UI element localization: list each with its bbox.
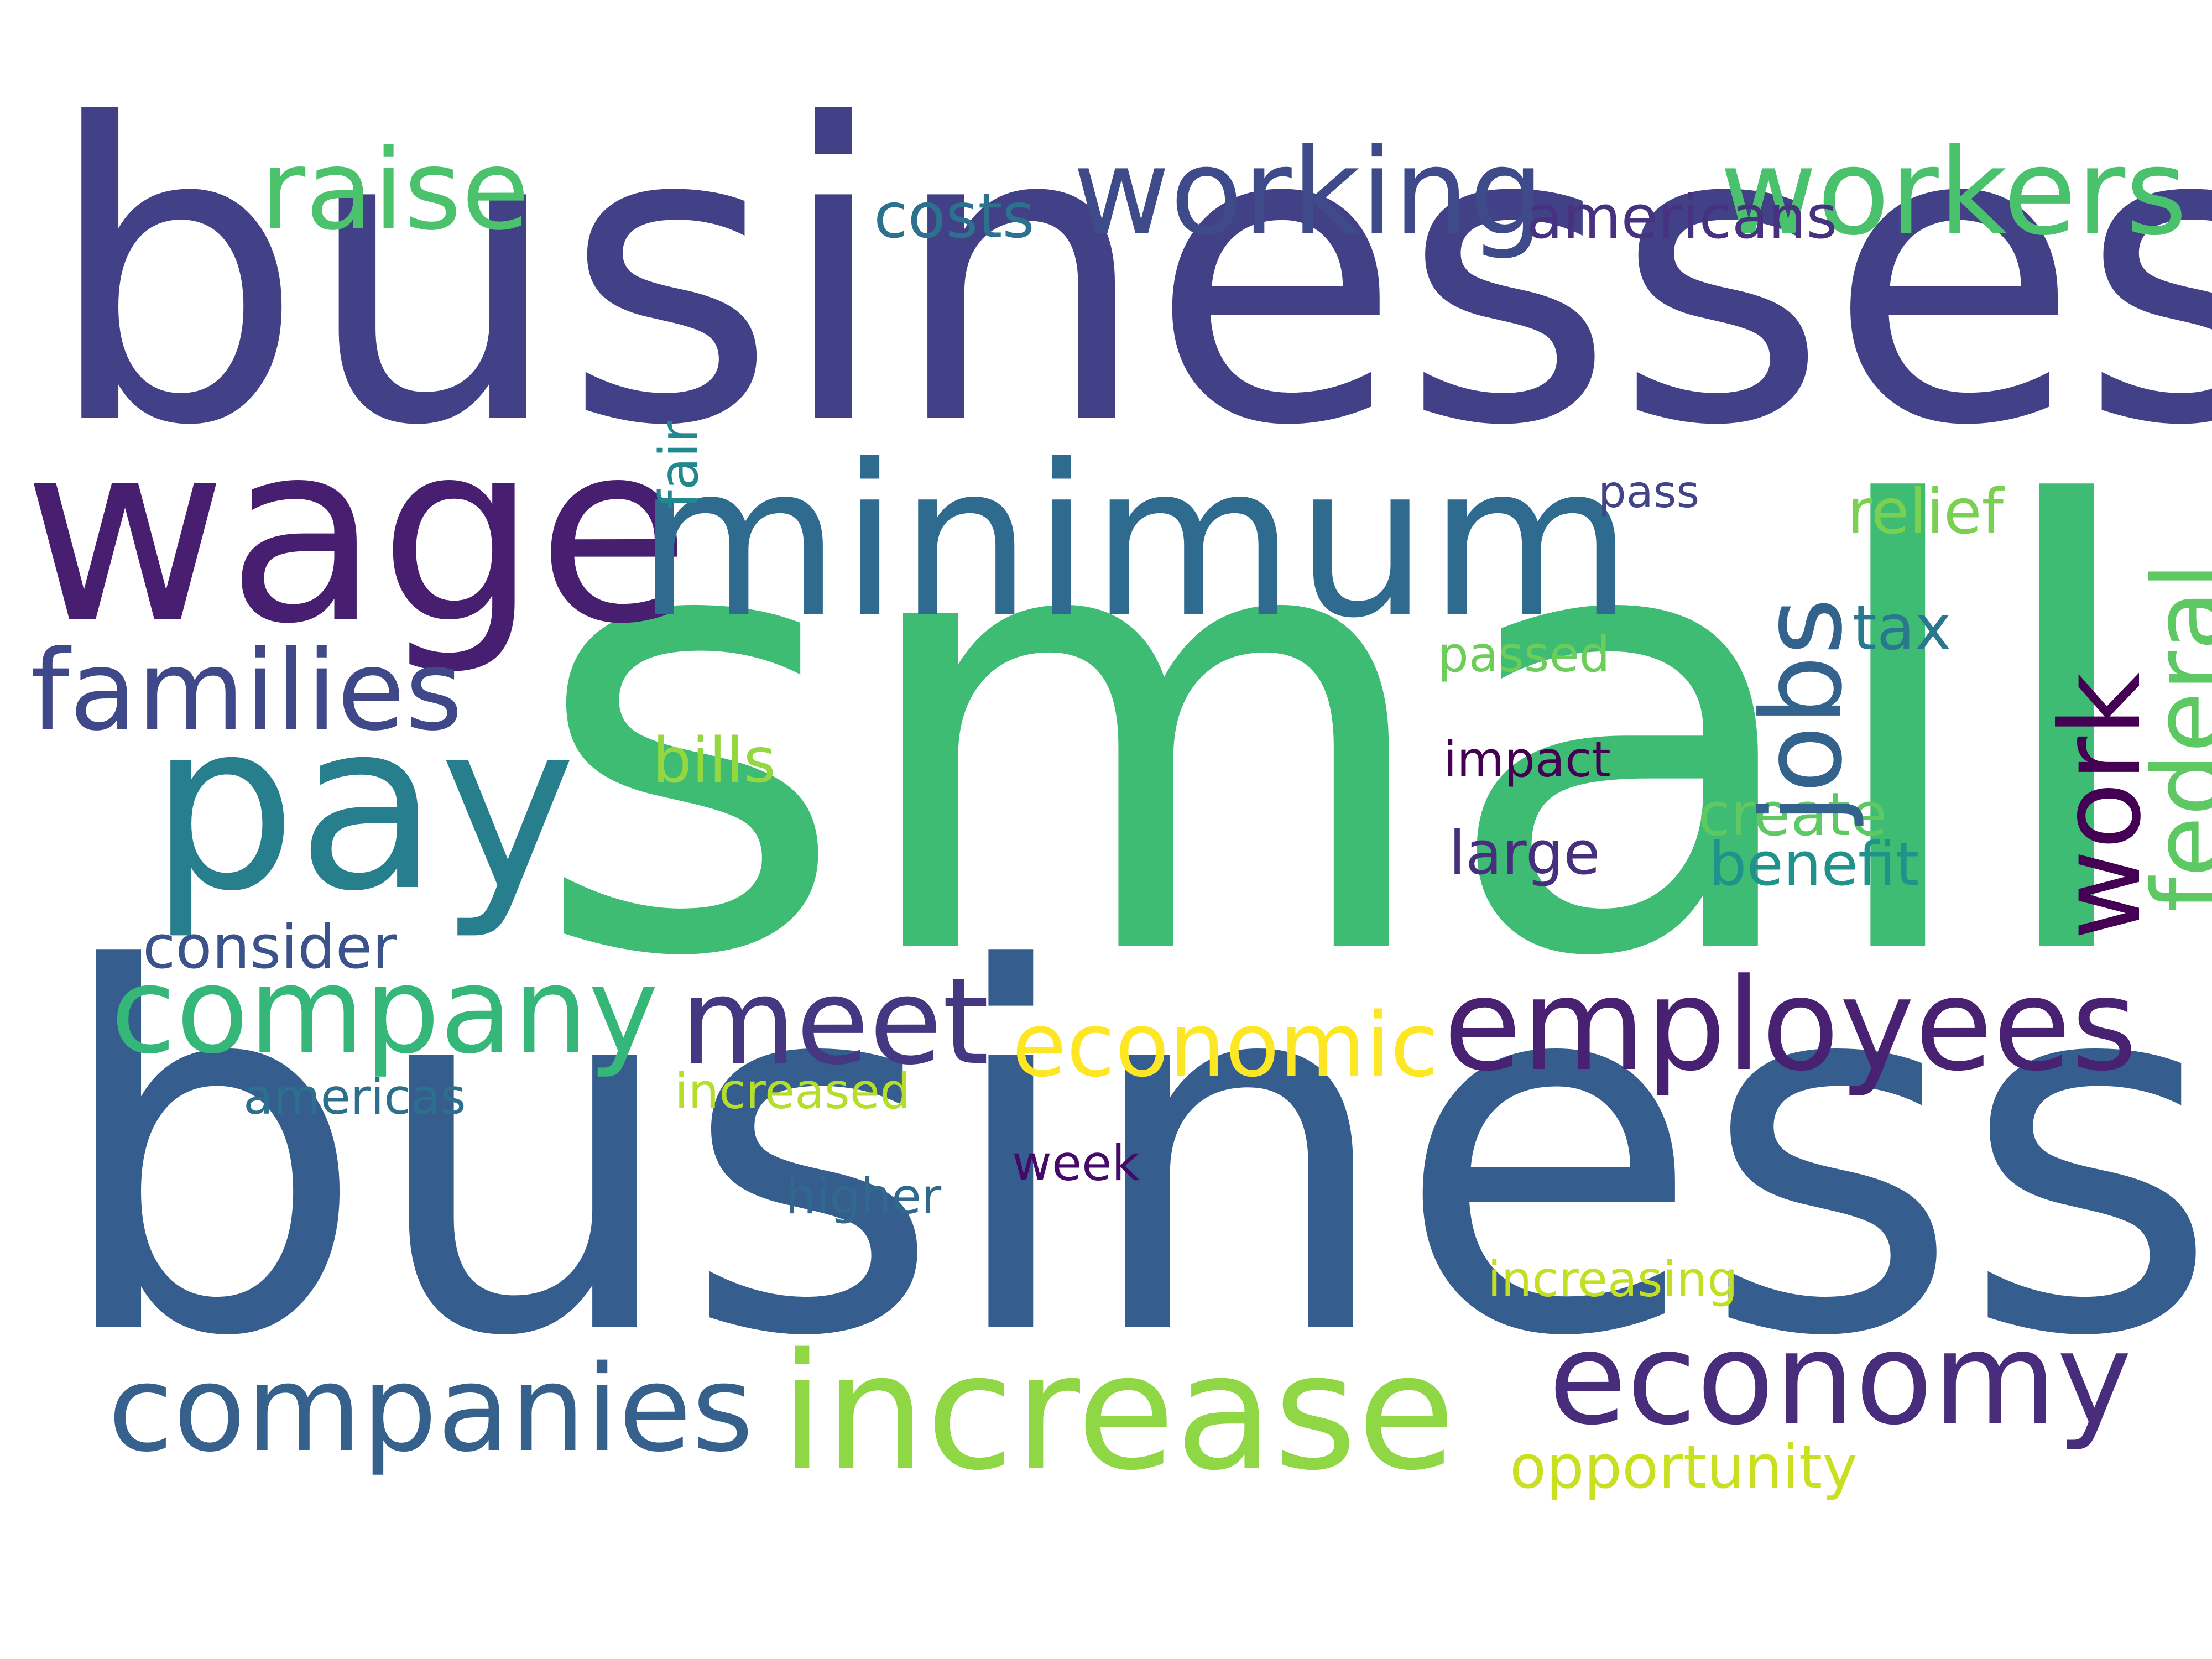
word-americans: fair xyxy=(648,421,710,509)
word-business: business xyxy=(51,866,2212,1445)
word-minimum: minimum xyxy=(636,419,1634,664)
word-federal: federal xyxy=(2132,562,2212,912)
word-consider: consider xyxy=(143,913,397,982)
word-americas: americas xyxy=(243,1068,466,1125)
word-pass: pass xyxy=(1598,466,1700,518)
word-impact: impact xyxy=(1443,731,1611,788)
word-wage: wage xyxy=(23,389,691,679)
word-increasing: increasing xyxy=(1488,1251,1738,1308)
word-economy: economy xyxy=(1548,1306,2132,1453)
word-fair: costs xyxy=(874,180,1035,252)
word-small: small xyxy=(531,382,2151,1089)
word-jobs: jobs xyxy=(1738,597,1867,824)
word-raise: raise xyxy=(260,126,530,255)
word-relief: relief xyxy=(1847,476,2004,548)
word-families: families xyxy=(30,627,463,755)
word-costs: americans xyxy=(1526,183,1838,252)
word-bills: bills xyxy=(653,725,776,797)
word-create: create xyxy=(1698,780,1887,849)
word-large: large xyxy=(1449,819,1600,888)
word-increase: increase xyxy=(780,1319,1456,1506)
word-week: week xyxy=(1012,1135,1140,1192)
word-benefit: benefit xyxy=(1709,830,1919,899)
word-economic: economic xyxy=(1012,993,1439,1097)
word-employees: employees xyxy=(1443,952,2138,1099)
word-companies: companies xyxy=(108,1339,754,1478)
word-company: company xyxy=(111,941,659,1080)
word-pay: pay xyxy=(149,672,577,942)
word-passed: passed xyxy=(1438,626,1610,683)
word-higher: higher xyxy=(785,1168,942,1225)
word-tax: tax xyxy=(1853,592,1952,664)
word-opportunity: opportunity xyxy=(1510,1433,1858,1502)
word-meet: meet xyxy=(680,952,989,1091)
word-businesses: businesses xyxy=(44,38,2212,515)
word-working: working xyxy=(1073,123,1545,262)
word-workers: workers xyxy=(1720,123,2188,262)
word-increased: increased xyxy=(675,1063,911,1120)
